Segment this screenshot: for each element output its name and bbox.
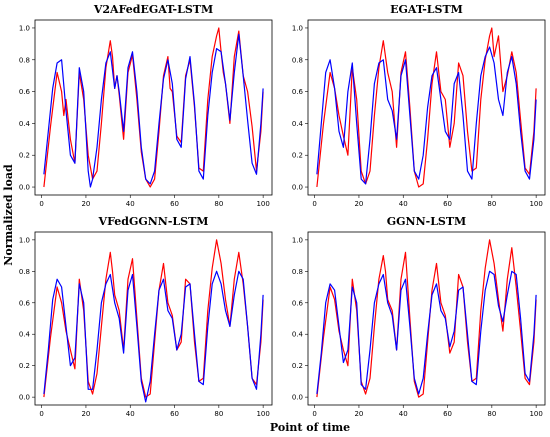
x-tick-label: 0 [312,200,316,208]
x-tick-label: 80 [214,410,223,418]
x-tick-label: 60 [443,410,452,418]
x-tick-label: 20 [81,410,90,418]
y-tick-label: 0.2 [292,362,303,370]
panel-title: V2AFedEGAT-LSTM [93,3,213,16]
y-tick-label: 0.8 [292,56,303,64]
plot-frame [34,231,273,406]
y-tick-label: 0.2 [19,362,30,370]
y-tick-label: 0.0 [19,394,30,402]
series-line-blue [316,46,537,185]
chart-panel-top-left: V2AFedEGAT-LSTM 0 20 40 60 80 100 0.0 0.2 0.4 0.6 0… [19,3,273,208]
x-tick-label: 100 [256,200,269,208]
series-line-red [43,27,264,188]
panel-title: GGNN-LSTM [387,215,467,228]
x-tick-label: 0 [312,410,316,418]
x-tick-label: 20 [354,200,363,208]
y-tick-label: 0.4 [19,120,31,128]
y-tick-label: 1.0 [292,24,303,32]
series-line-blue [43,270,264,403]
plot-frame [34,19,273,196]
y-tick-label: 0.8 [292,268,303,276]
plot-frame [307,231,546,406]
chart-panel-bottom-left: VFedGGNN-LSTM 0 20 40 60 80 100 0.0 0.2 0.4 0.6 0.8… [19,215,273,418]
x-tick-label: 40 [399,410,408,418]
y-tick-label: 0.6 [19,88,31,96]
x-axis-label: Point of time [270,421,350,434]
series-line-red [316,27,537,188]
x-tick-label: 60 [170,410,179,418]
x-tick-label: 100 [529,200,542,208]
y-tick-label: 1.0 [292,236,303,244]
y-tick-label: 0.6 [19,299,31,307]
y-tick-label: 0.6 [292,88,304,96]
y-tick-label: 0.4 [292,120,304,128]
chart-panel-top-right: EGAT-LSTM 0 20 40 60 80 100 0.0 0.2 0.4 0.6 0.8 1.0 [292,3,546,208]
y-tick-label: 1.0 [19,236,30,244]
x-tick-label: 20 [354,410,363,418]
y-tick-label: 1.0 [19,24,30,32]
y-tick-label: 0.4 [292,331,304,339]
chart-panel-bottom-right: GGNN-LSTM 0 20 40 60 80 100 0.0 0.2 0.4 0.6 0.8 1.0 [292,215,546,418]
y-tick-label: 0.8 [19,268,30,276]
x-tick-label: 60 [443,200,452,208]
x-tick-label: 100 [529,410,542,418]
x-tick-label: 0 [39,200,43,208]
y-tick-label: 0.2 [292,152,303,160]
y-tick-label: 0.0 [292,184,303,192]
y-tick-label: 0.0 [292,394,303,402]
y-tick-label: 0.8 [19,56,30,64]
chart-panels: V2AFedEGAT-LSTM 0 20 40 60 80 100 0.0 0.2 0.4 0.6 0… [19,3,546,418]
series-line-blue [316,270,537,395]
y-tick-label: 0.2 [19,152,30,160]
x-tick-label: 40 [126,200,135,208]
series-line-blue [43,33,264,188]
x-tick-label: 80 [487,200,496,208]
plot-frame [307,19,546,196]
x-tick-label: 0 [39,410,43,418]
y-tick-label: 0.6 [292,299,304,307]
x-tick-label: 100 [256,410,269,418]
y-tick-label: 0.4 [19,331,31,339]
panel-title: EGAT-LSTM [390,3,463,16]
x-tick-label: 80 [487,410,496,418]
x-tick-label: 20 [81,200,90,208]
y-axis-label: Normalized load [2,164,15,266]
x-tick-label: 40 [399,200,408,208]
y-tick-label: 0.0 [19,184,30,192]
x-tick-label: 60 [170,200,179,208]
panel-title: VFedGGNN-LSTM [98,215,209,228]
x-tick-label: 80 [214,200,223,208]
x-tick-label: 40 [126,410,135,418]
